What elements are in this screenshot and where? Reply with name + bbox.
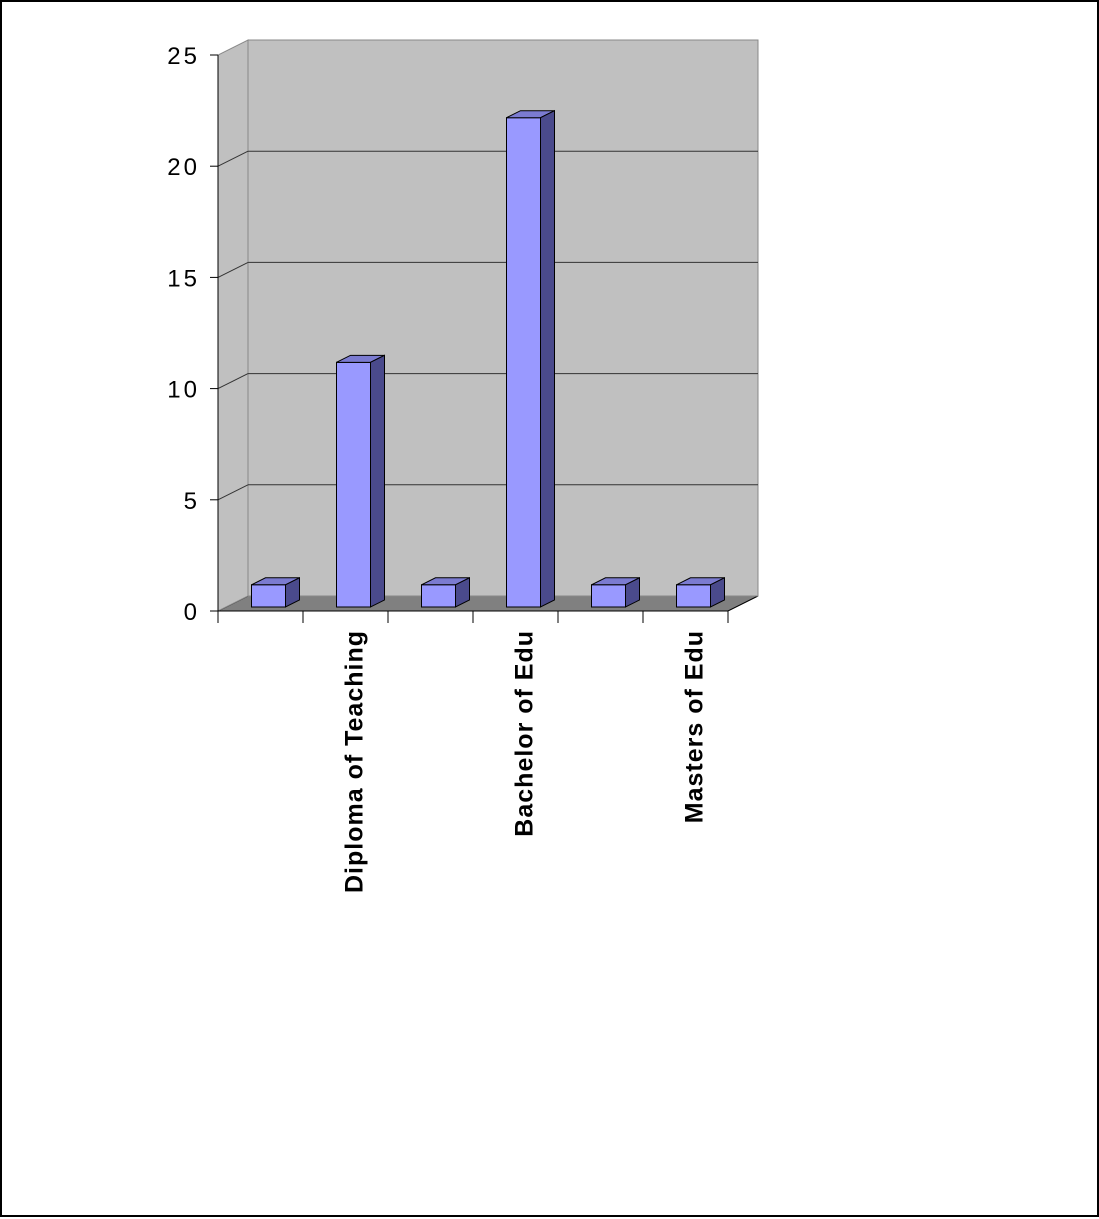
y-tick-label: 10 bbox=[167, 377, 200, 404]
bar bbox=[421, 576, 470, 608]
bar-side-face bbox=[455, 576, 470, 608]
bar bbox=[336, 354, 385, 608]
bar-side-face bbox=[540, 109, 555, 608]
bar-front-face bbox=[251, 584, 286, 608]
x-category-label: Diploma of Teaching bbox=[341, 630, 369, 893]
bar-front-face bbox=[506, 117, 541, 608]
y-tick-label: 15 bbox=[167, 265, 200, 292]
bar-front-face bbox=[421, 584, 456, 608]
bar-side-face bbox=[285, 576, 300, 608]
bar-side-face bbox=[710, 576, 725, 608]
y-tick-label: 25 bbox=[167, 43, 200, 70]
x-category-label: Masters of Edu bbox=[681, 630, 709, 823]
bar bbox=[506, 109, 555, 608]
bar bbox=[251, 576, 300, 608]
y-tick-label: 20 bbox=[167, 154, 200, 181]
gridline-side bbox=[217, 373, 249, 390]
bar-front-face bbox=[336, 361, 371, 608]
gridline-side bbox=[217, 150, 249, 167]
bar-front-face bbox=[591, 584, 626, 608]
bar-front-face bbox=[676, 584, 711, 608]
bar-side-face bbox=[370, 354, 385, 608]
gridline-side bbox=[217, 261, 249, 278]
chart-back-wall bbox=[247, 39, 759, 597]
bar bbox=[676, 576, 725, 608]
chart-side-wall bbox=[217, 39, 249, 612]
bar-side-face bbox=[625, 576, 640, 608]
bar bbox=[591, 576, 640, 608]
gridline-side bbox=[217, 484, 249, 501]
y-tick-label: 5 bbox=[184, 488, 200, 515]
x-category-label: Bachelor of Edu bbox=[511, 630, 539, 837]
y-tick-label: 0 bbox=[184, 599, 200, 626]
